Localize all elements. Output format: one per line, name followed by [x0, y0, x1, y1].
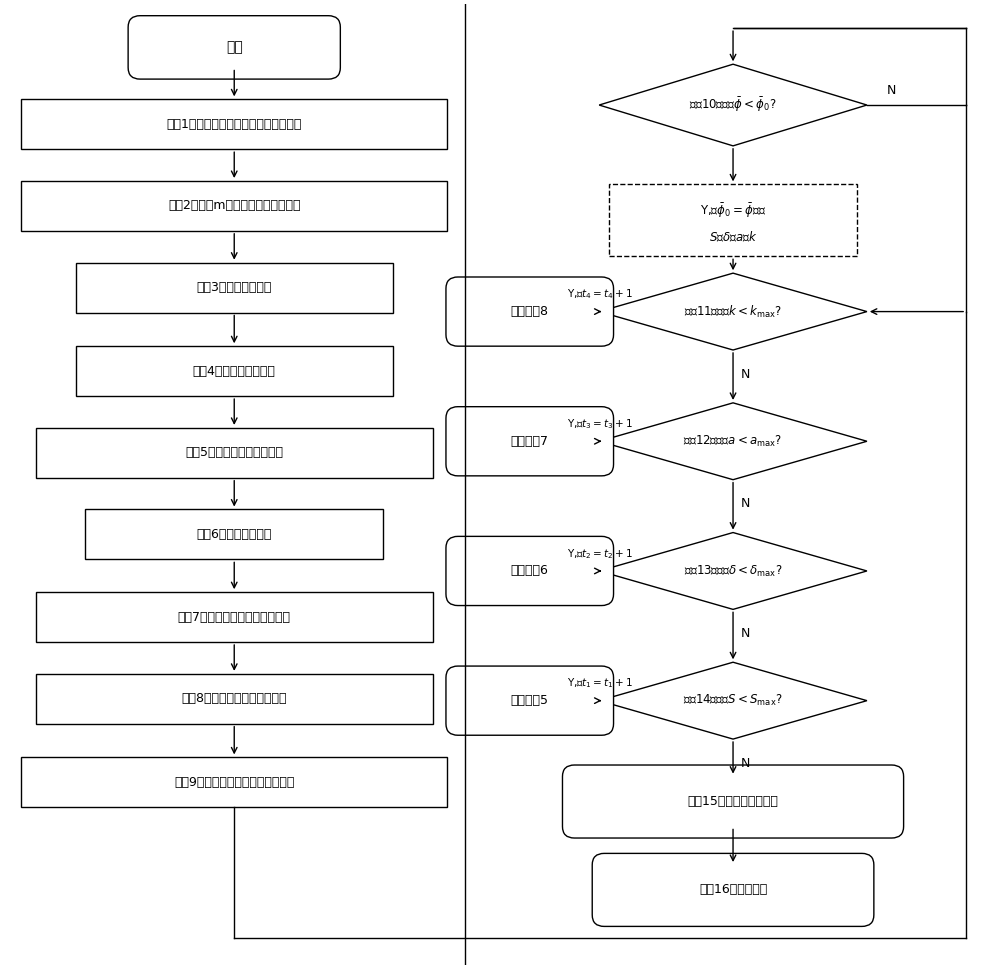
FancyBboxPatch shape — [446, 407, 614, 476]
Text: 转入步骤6: 转入步骤6 — [511, 565, 549, 578]
Text: 步骤14：判断$S<S_{\rm max}$?: 步骤14：判断$S<S_{\rm max}$? — [683, 693, 783, 708]
Text: 步骤8：给定炉辊边部曲线次数: 步骤8：给定炉辊边部曲线次数 — [181, 692, 287, 705]
Text: N: N — [740, 627, 750, 640]
FancyBboxPatch shape — [21, 181, 447, 231]
Text: 步骤12：判断$a<a_{\rm max}$?: 步骤12：判断$a<a_{\rm max}$? — [683, 434, 783, 449]
Polygon shape — [599, 64, 867, 146]
Text: 步骤10：判断$\bar{\phi}<\bar{\phi}_0$?: 步骤10：判断$\bar{\phi}<\bar{\phi}_0$? — [689, 96, 777, 114]
FancyBboxPatch shape — [446, 537, 614, 606]
Text: Y,令$t_1=t_1+1$: Y,令$t_1=t_1+1$ — [567, 676, 633, 690]
FancyBboxPatch shape — [446, 666, 614, 735]
Polygon shape — [599, 533, 867, 610]
Text: N: N — [740, 497, 750, 511]
Text: Y,令$t_4=t_4+1$: Y,令$t_4=t_4+1$ — [567, 288, 633, 301]
FancyBboxPatch shape — [446, 277, 614, 346]
FancyBboxPatch shape — [76, 346, 393, 396]
Text: N: N — [740, 367, 750, 381]
Text: 步骤4：相关参数赋初值: 步骤4：相关参数赋初值 — [193, 364, 276, 378]
FancyBboxPatch shape — [21, 758, 447, 807]
FancyBboxPatch shape — [36, 592, 433, 642]
Text: 步骤2：收集m个规格带钢样本的参数: 步骤2：收集m个规格带钢样本的参数 — [168, 200, 300, 212]
Text: 开始: 开始 — [226, 41, 243, 54]
FancyBboxPatch shape — [85, 510, 383, 559]
FancyBboxPatch shape — [592, 854, 874, 926]
Text: 步骤16：结束计算: 步骤16：结束计算 — [699, 884, 767, 896]
Text: 转入步骤5: 转入步骤5 — [511, 694, 549, 707]
Text: 步骤13：判断$\delta<\delta_{\rm max}$?: 步骤13：判断$\delta<\delta_{\rm max}$? — [684, 563, 782, 578]
Text: 步骤6：给定炉辊凸度: 步骤6：给定炉辊凸度 — [197, 528, 272, 541]
Text: Y,令$t_3=t_3+1$: Y,令$t_3=t_3+1$ — [567, 417, 633, 431]
Text: N: N — [740, 757, 750, 769]
FancyBboxPatch shape — [36, 673, 433, 724]
FancyBboxPatch shape — [562, 765, 904, 838]
Text: 步骤5：给定炉辊凸台区长度: 步骤5：给定炉辊凸台区长度 — [185, 447, 283, 459]
Text: 步骤15：输出辊型参数值: 步骤15：输出辊型参数值 — [688, 795, 778, 808]
Text: 步骤7：给定炉辊凸台区曲线系数: 步骤7：给定炉辊凸台区曲线系数 — [178, 610, 291, 624]
Text: 转入步骤7: 转入步骤7 — [511, 435, 549, 448]
Polygon shape — [599, 273, 867, 350]
Polygon shape — [599, 403, 867, 480]
Text: 步骤1：收集机组的关键设备与工艺参数: 步骤1：收集机组的关键设备与工艺参数 — [167, 118, 302, 131]
Text: Y,令$t_2=t_2+1$: Y,令$t_2=t_2+1$ — [567, 547, 633, 561]
FancyBboxPatch shape — [21, 99, 447, 149]
Text: $S$、$\delta$、$a$、$k$: $S$、$\delta$、$a$、$k$ — [709, 231, 757, 245]
Text: N: N — [887, 84, 896, 97]
FancyBboxPatch shape — [609, 184, 857, 257]
Text: 步骤11：判断$k<k_{\rm max}$?: 步骤11：判断$k<k_{\rm max}$? — [684, 303, 782, 320]
FancyBboxPatch shape — [36, 428, 433, 478]
FancyBboxPatch shape — [128, 16, 340, 79]
Text: 转入步骤8: 转入步骤8 — [511, 305, 549, 318]
Polygon shape — [599, 662, 867, 739]
Text: 步骤9：计算平均稳定通板综合指标: 步骤9：计算平均稳定通板综合指标 — [174, 776, 294, 789]
FancyBboxPatch shape — [76, 263, 393, 313]
Text: 步骤3：定义相关参数: 步骤3：定义相关参数 — [197, 281, 272, 294]
Text: Y,令$\bar{\phi}_0=\bar{\phi}$记录: Y,令$\bar{\phi}_0=\bar{\phi}$记录 — [700, 202, 766, 220]
